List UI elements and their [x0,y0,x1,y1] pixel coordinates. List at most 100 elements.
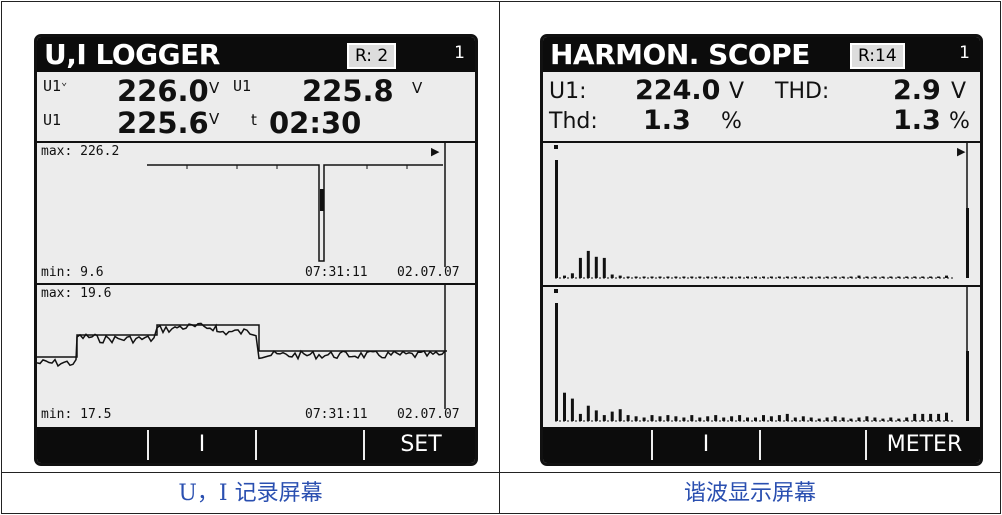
harmonic-bar [626,415,630,421]
harmonic-bar [682,417,686,421]
softkey-1[interactable] [37,430,145,460]
harmonic-bar [809,276,813,278]
harmonic-bar [706,416,710,421]
separator [543,141,980,143]
harmonic-bar [921,413,925,421]
logger-caption: U，I 记录屏幕 [178,481,323,506]
harmonic-bar [555,303,558,421]
plot1-max-label: max: 226.2 [41,144,120,159]
softkey-meter[interactable]: METER [865,430,980,460]
harmonic-bar [849,418,853,421]
harmonic-bar [897,276,901,278]
plot2-min-label: min: 17.5 [41,407,112,422]
harmonic-bar [586,250,590,278]
plot1-min-label: min: 9.6 [41,265,104,280]
harmonic-bar [905,276,909,278]
thd-percent-value-2: 1.3 [893,105,941,136]
softkey-current[interactable]: I [651,430,759,460]
harmonic-bar [690,415,694,421]
harmonic-bar [722,276,726,278]
harmonic-bar [642,276,646,278]
softkey-1[interactable] [543,430,649,460]
harmonic-bar [793,417,797,421]
harmonic-bar [849,276,853,278]
harmonic-bar [714,415,718,421]
thd-value: 2.9 [893,75,941,106]
harmonic-bar [698,276,702,278]
voltage-trend-plot [147,143,446,267]
harmonic-bar [594,256,598,278]
harmonic-bar [674,276,678,278]
harmonic-bar [857,417,861,421]
harmonic-bar [865,276,869,278]
elapsed-time: 02:30 [269,106,362,140]
reading-label-max: U1⌄ [43,77,68,95]
harmonic-bar [610,274,614,278]
harmonic-bar [594,410,598,421]
harmonic-bar [825,417,829,421]
fundamental-marker [554,145,558,149]
softkey-3[interactable] [255,430,363,460]
harmonic-bar [746,417,749,421]
harmonic-bar [801,416,805,421]
harmonic-bar [777,276,781,278]
harmonic-bar [555,160,558,278]
harmonic-bar [650,276,654,278]
harmonic-bar [873,417,877,421]
current-envelope [37,324,447,358]
current-harmonics-chart [554,287,969,422]
harmonic-bar [563,275,566,278]
harmonic-bar [881,276,885,278]
harmonic-bar [570,273,574,278]
u1-value: 224.0 [635,75,721,106]
harmonic-bar [706,276,710,278]
reading-unit-avg: V [412,79,423,97]
harmonic-bar [746,276,749,278]
harmonic-bar [586,405,590,421]
harmonic-bar [738,276,742,278]
harmonic-bar [602,257,606,278]
harmonic-bar [929,413,933,421]
harmonic-bar [857,275,861,278]
reading-label-avg: U1 [233,77,252,95]
harmonic-bar [785,276,789,278]
logger-screen: U,I LOGGER R: 2 1 U1⌄ 226.0 V U1 225.8 V… [34,34,478,466]
harmonic-bar [762,415,765,421]
u1-label: U1: [549,79,587,104]
scope-caption: 谐波显示屏幕 [683,481,816,506]
voltage-trace [147,164,443,262]
plot2-time: 07:31:11 [305,407,368,422]
current-trace [37,322,446,368]
harmonic-bar [889,276,893,278]
scope-cursor-right-icon[interactable]: ▶ [957,145,966,158]
harmonic-bar [762,276,765,278]
harmonic-bar [754,276,757,278]
harmonic-bar [730,276,734,278]
column-divider [499,1,500,513]
softkey-3[interactable] [759,430,865,460]
harmonic-bar [881,418,885,421]
harmonic-bar [785,413,789,421]
harmonic-bar [913,413,917,421]
logger-record-badge: R: 2 [347,43,397,69]
harmonic-bar [841,276,845,278]
thd-percent-label: Thd: [549,109,598,134]
harmonic-bar [650,415,654,421]
scope-title: HARMON. SCOPE [550,38,810,71]
harmonic-bar [945,412,948,421]
harmonic-bar [937,413,941,421]
harmonic-bar [634,416,638,421]
softkey-set[interactable]: SET [363,430,475,460]
cursor-bar [966,351,969,421]
harmonic-bar [873,276,877,278]
cursor-right-icon[interactable]: ▶ [431,145,440,158]
thd-unit: V [951,79,967,104]
reading-unit-max: V [209,79,220,97]
harmonic-bar [865,416,869,421]
harmonic-bar [801,276,805,278]
softkey-current[interactable]: I [147,430,255,460]
logger-page-number: 1 [454,43,465,63]
harmonic-bar [674,416,678,421]
harmonic-bar [754,417,757,421]
